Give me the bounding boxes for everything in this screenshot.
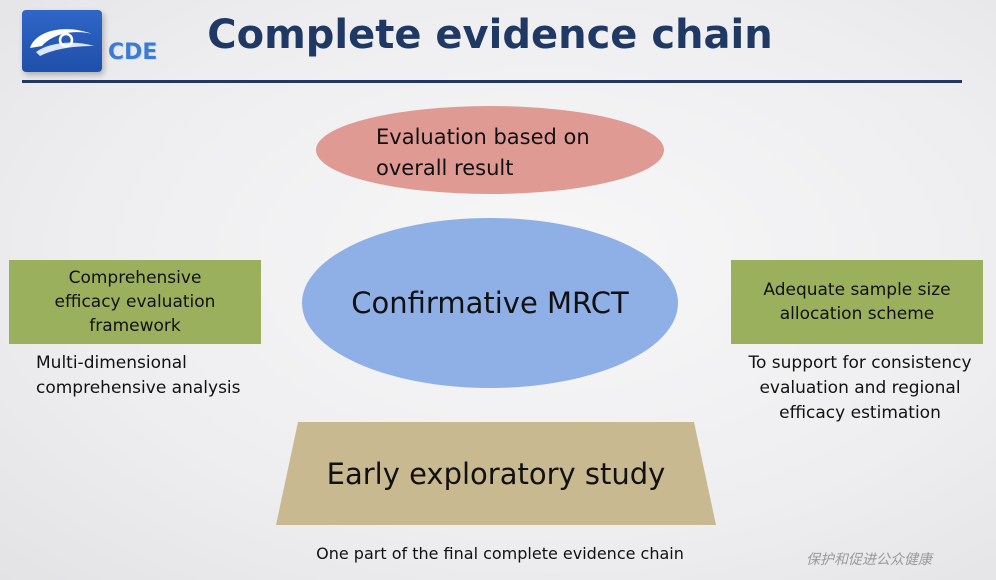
- page-title: Complete evidence chain: [207, 12, 773, 58]
- overall-result-line1: Evaluation based on: [376, 125, 590, 149]
- overall-result-ellipse: Evaluation based on overall result: [316, 106, 664, 194]
- early-study-trapezoid: Early exploratory study: [276, 422, 716, 525]
- efficacy-framework-box: Comprehensive efficacy evaluation framew…: [9, 260, 261, 344]
- logo-text: CDE: [108, 40, 158, 65]
- title-divider: [22, 80, 962, 83]
- cde-logo: CDE: [22, 10, 162, 78]
- overall-result-label: Evaluation based on overall result: [376, 122, 636, 184]
- overall-result-line2: overall result: [376, 156, 514, 180]
- efficacy-framework-note: Multi-dimensional comprehensive analysis: [36, 353, 241, 398]
- slogan-watermark: 保护和促进公众健康: [806, 552, 932, 568]
- bottom-caption: One part of the final complete evidence …: [316, 544, 684, 563]
- confirmative-mrct-label: Confirmative MRCT: [351, 286, 629, 320]
- sample-size-note: To support for consistency evaluation an…: [748, 353, 972, 423]
- confirmative-mrct-ellipse: Confirmative MRCT: [302, 218, 678, 388]
- sample-size-box: Adequate sample size allocation scheme: [731, 260, 983, 344]
- logo-mark-icon: [22, 10, 102, 72]
- early-study-label: Early exploratory study: [326, 456, 666, 491]
